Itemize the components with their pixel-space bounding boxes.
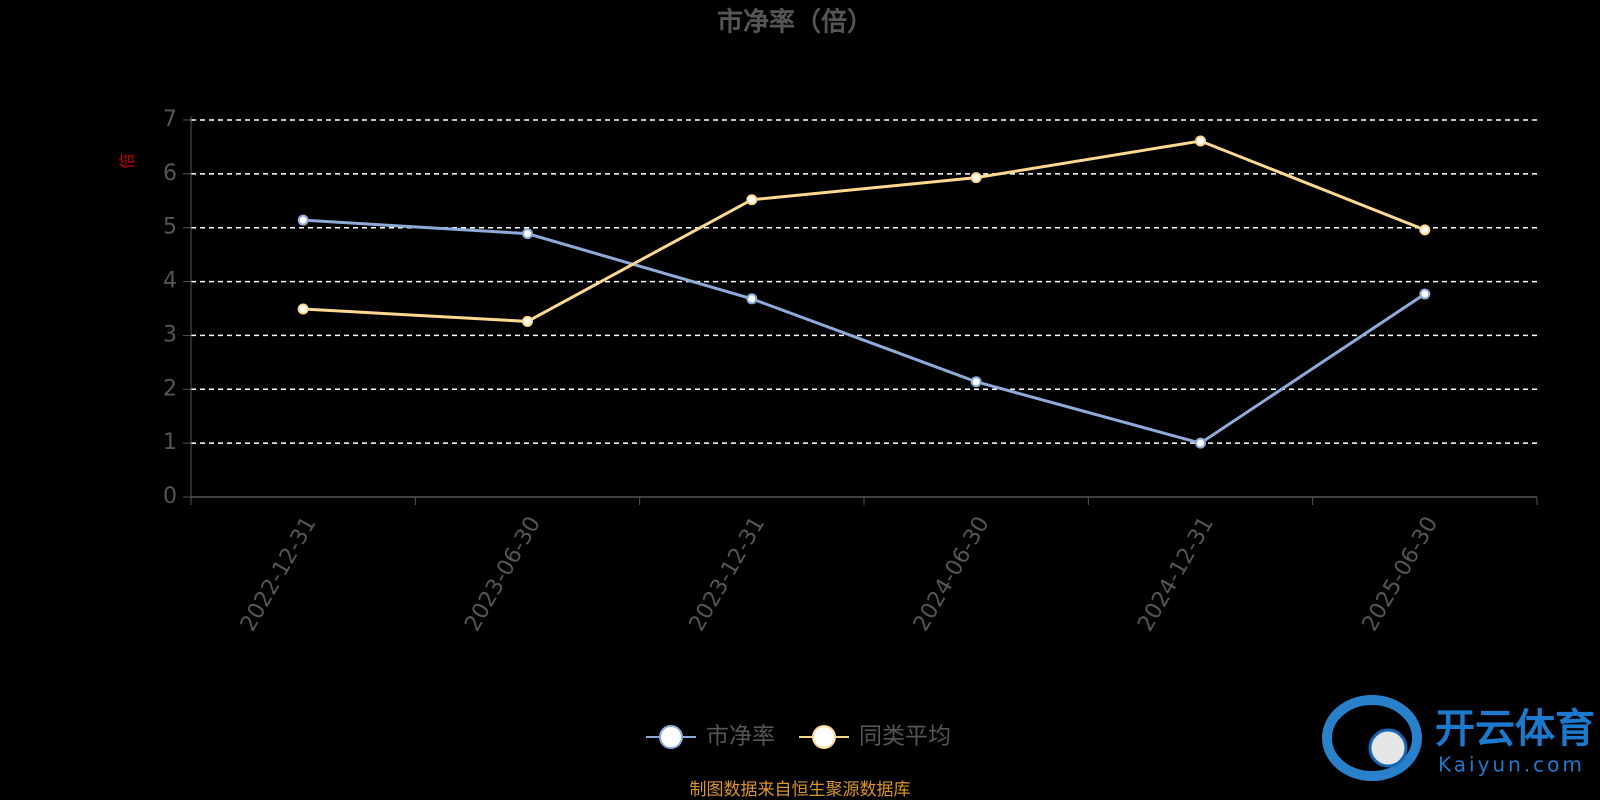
point bbox=[746, 194, 758, 206]
y-tick-label: 4 bbox=[163, 269, 177, 294]
legend-label: 市净率 bbox=[706, 724, 775, 750]
watermark-url: Kaiyun.com bbox=[1438, 753, 1585, 777]
y-tick-label: 7 bbox=[163, 107, 177, 132]
y-tick-label: 1 bbox=[163, 430, 177, 455]
logo-ball bbox=[1368, 728, 1408, 768]
y-tick-label: 2 bbox=[163, 376, 177, 401]
x-tick-label: 2023-06-30 bbox=[460, 513, 546, 636]
logo-ring bbox=[1322, 695, 1422, 781]
legend-marker bbox=[812, 725, 836, 749]
legend-label: 同类平均 bbox=[859, 724, 951, 750]
x-tick-label: 2024-12-31 bbox=[1133, 513, 1219, 636]
source-note: 制图数据来自恒生聚源数据库 bbox=[690, 780, 911, 800]
point bbox=[297, 303, 309, 315]
point bbox=[522, 315, 533, 327]
x-tick-label: 2022-12-31 bbox=[236, 513, 322, 636]
point bbox=[1195, 437, 1206, 449]
watermark: 开云体育 Kaiyun.com bbox=[1322, 695, 1595, 781]
point bbox=[1419, 288, 1431, 300]
y-tick-label: 6 bbox=[163, 161, 177, 186]
point bbox=[522, 228, 533, 240]
watermark-name: 开云体育 bbox=[1435, 706, 1595, 752]
y-tick-label: 3 bbox=[163, 322, 177, 347]
point bbox=[970, 172, 982, 184]
y-tick-label: 5 bbox=[163, 215, 177, 240]
y-tick-label: 0 bbox=[163, 484, 177, 509]
series-line bbox=[303, 139, 1426, 323]
point bbox=[1195, 135, 1206, 147]
point bbox=[1419, 224, 1431, 236]
x-tick-label: 2025-06-30 bbox=[1358, 513, 1444, 636]
chart-title: 市净率（倍） bbox=[717, 7, 873, 38]
x-tick-label: 2023-12-31 bbox=[685, 513, 771, 636]
y-axis-label: 倍 bbox=[118, 153, 137, 169]
x-tick-label: 2024-06-30 bbox=[909, 513, 995, 636]
point bbox=[297, 214, 309, 226]
legend-marker bbox=[659, 725, 683, 749]
point bbox=[746, 293, 758, 305]
point bbox=[970, 376, 982, 388]
series-line bbox=[303, 218, 1426, 445]
